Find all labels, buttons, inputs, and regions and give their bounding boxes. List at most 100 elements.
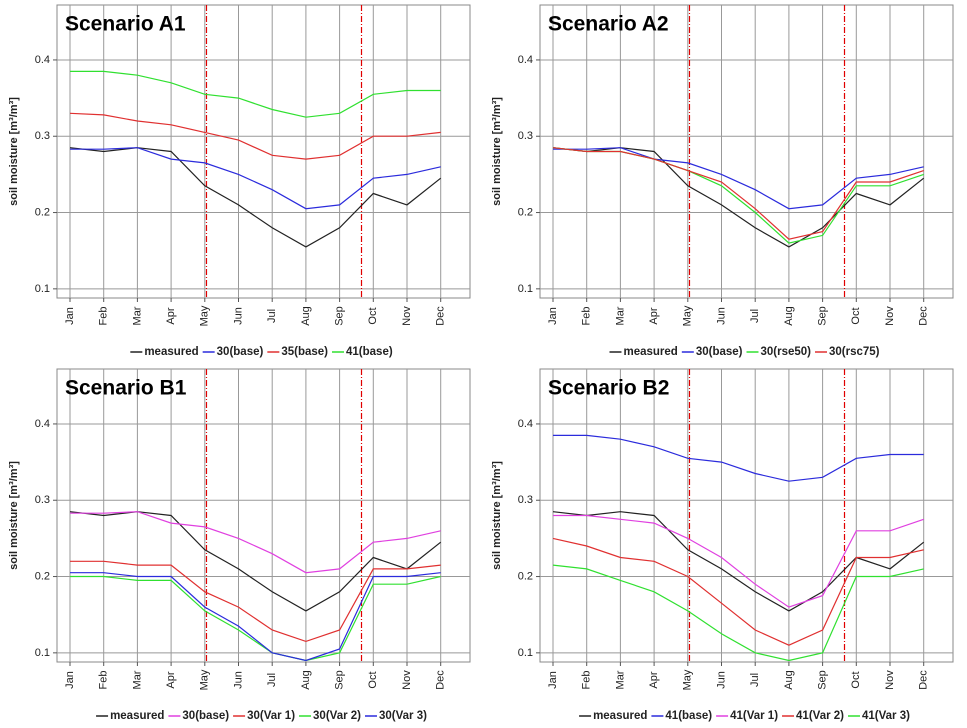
legend-label: 35(base) <box>281 346 328 358</box>
x-tick-label: Oct <box>850 307 862 324</box>
series-line <box>552 537 924 646</box>
legend-label: 30(base) <box>182 710 229 722</box>
panel: 0.1 0.2 0.3 0.4 Jan Feb Mar Apr May Jun Jul Aug Sep O… <box>8 4 471 358</box>
legend-label: 30(base) <box>217 346 264 358</box>
legend-label: 41(Var 1) <box>730 710 778 722</box>
x-tick-label: May <box>682 669 694 690</box>
panel-title: Scenario B2 <box>548 377 669 400</box>
x-tick-label: Mar <box>614 670 626 689</box>
x-tick-label: Aug <box>300 306 312 326</box>
y-axis-label: soil moisture [m³/m³] <box>8 97 20 206</box>
series-line <box>70 572 441 662</box>
x-tick-label: Mar <box>614 306 626 325</box>
legend: measured 30(base) 30(Var 1) 30(Var 2) 30(Var… <box>96 710 427 722</box>
x-tick-label: Oct <box>367 307 379 324</box>
x-tick-label: Feb <box>98 307 110 326</box>
legend-label: 30(Var 1) <box>247 710 295 722</box>
series-line <box>70 511 441 574</box>
x-tick-label: Aug <box>783 306 795 326</box>
x-tick-label: Jul <box>266 673 278 687</box>
plot-area <box>56 368 471 663</box>
series-line <box>552 511 925 612</box>
x-tick-label: Dec <box>918 670 930 690</box>
x-tick-label: Sep <box>817 306 829 326</box>
series-line <box>552 564 924 662</box>
panel: 0.1 0.2 0.3 0.4 Jan Feb Mar Apr May Jun Jul Aug Sep O… <box>491 368 954 722</box>
panel-title: Scenario A1 <box>65 13 186 36</box>
x-tick-label: Jul <box>749 309 761 323</box>
legend-label: 41(base) <box>665 710 712 722</box>
x-tick-label: Jan <box>64 307 76 325</box>
legend-label: 30(base) <box>696 346 743 358</box>
x-tick-label: Jul <box>749 673 761 687</box>
series-line <box>70 560 441 643</box>
x-tick-label: Sep <box>334 670 346 690</box>
x-tick-label: May <box>199 669 211 690</box>
x-tick-label: Apr <box>165 671 177 688</box>
x-tick-label: Jan <box>547 671 559 689</box>
y-tick-label: 0.3 <box>35 494 50 506</box>
x-tick-label: Oct <box>850 671 862 688</box>
x-tick-label: Jan <box>547 307 559 325</box>
legend-label: 30(rse50) <box>760 346 811 358</box>
y-tick-label: 0.1 <box>35 647 50 659</box>
series-line <box>69 112 441 160</box>
x-tick-label: Jun <box>715 671 727 689</box>
x-tick-label: Nov <box>401 306 413 326</box>
x-tick-label: May <box>199 305 211 326</box>
y-tick-label: 0.2 <box>518 570 533 582</box>
x-tick-label: May <box>682 305 694 326</box>
x-tick-label: Nov <box>884 306 896 326</box>
legend-label: 41(Var 3) <box>862 710 910 722</box>
series-line <box>70 70 441 118</box>
y-tick-label: 0.4 <box>35 418 50 430</box>
x-tick-label: Oct <box>367 671 379 688</box>
y-axis-label: soil moisture [m³/m³] <box>8 461 20 570</box>
x-tick-label: Jun <box>232 671 244 689</box>
x-tick-label: Feb <box>581 307 593 326</box>
legend: measured 30(base) 35(base) 41(base) <box>130 346 393 358</box>
y-tick-label: 0.4 <box>518 54 533 66</box>
x-tick-label: Sep <box>334 306 346 326</box>
y-tick-label: 0.4 <box>35 54 50 66</box>
legend-label: measured <box>593 710 647 722</box>
legend-label: 30(Var 2) <box>313 710 361 722</box>
y-tick-label: 0.3 <box>518 494 533 506</box>
panel: 0.1 0.2 0.3 0.4 Jan Feb Mar Apr May Jun Jul Aug Sep O… <box>491 4 954 358</box>
legend-label: 30(rsc75) <box>829 346 880 358</box>
y-tick-label: 0.4 <box>518 418 533 430</box>
legend-label: measured <box>144 346 198 358</box>
y-tick-label: 0.2 <box>518 206 533 218</box>
x-tick-label: Nov <box>884 670 896 690</box>
x-tick-label: Sep <box>817 670 829 690</box>
x-tick-label: Apr <box>648 671 660 688</box>
x-tick-label: Apr <box>648 307 660 324</box>
x-tick-label: Dec <box>435 670 447 690</box>
y-tick-label: 0.3 <box>35 130 50 142</box>
series-line <box>553 434 924 482</box>
x-tick-label: Jan <box>64 671 76 689</box>
legend: measured 41(base) 41(Var 1) 41(Var 2) 41(Var… <box>579 710 910 722</box>
panel: 0.1 0.2 0.3 0.4 Jan Feb Mar Apr May Jun Jul Aug Sep O… <box>8 368 471 722</box>
legend-label: 41(base) <box>346 346 393 358</box>
x-tick-label: Apr <box>165 307 177 324</box>
series-line <box>553 147 924 210</box>
x-tick-label: Aug <box>300 670 312 690</box>
legend-label: 41(Var 2) <box>796 710 844 722</box>
x-tick-label: Feb <box>98 671 110 690</box>
x-tick-label: Jun <box>232 307 244 325</box>
legend-label: measured <box>110 710 164 722</box>
y-tick-label: 0.2 <box>35 570 50 582</box>
legend-label: 30(Var 3) <box>379 710 427 722</box>
plot-area <box>539 368 954 663</box>
x-tick-label: Mar <box>131 306 143 325</box>
panel-title: Scenario A2 <box>548 13 669 36</box>
y-axis-label: soil moisture [m³/m³] <box>491 97 503 206</box>
series-line <box>553 514 924 608</box>
x-tick-label: Dec <box>435 306 447 326</box>
y-tick-label: 0.1 <box>518 283 533 295</box>
x-tick-label: Jul <box>266 309 278 323</box>
y-tick-label: 0.2 <box>35 206 50 218</box>
legend: measured 30(base) 30(rse50) 30(rsc75) <box>609 346 880 358</box>
